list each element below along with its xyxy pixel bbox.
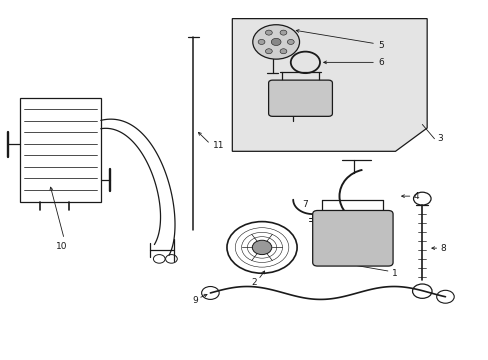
Text: 11: 11 — [212, 141, 224, 150]
Text: 6: 6 — [378, 58, 384, 67]
Circle shape — [258, 40, 264, 44]
FancyBboxPatch shape — [268, 80, 332, 116]
Text: 4: 4 — [413, 192, 419, 201]
Circle shape — [265, 30, 272, 35]
Circle shape — [271, 39, 281, 45]
Text: 5: 5 — [378, 41, 384, 50]
Text: 2: 2 — [251, 278, 257, 287]
Text: 7: 7 — [302, 200, 307, 209]
Circle shape — [265, 49, 272, 54]
Circle shape — [280, 30, 286, 35]
Text: 8: 8 — [440, 244, 446, 253]
Circle shape — [287, 40, 294, 44]
FancyBboxPatch shape — [312, 211, 392, 266]
Circle shape — [280, 49, 286, 54]
Text: 1: 1 — [391, 269, 397, 278]
Polygon shape — [232, 19, 427, 151]
Text: 10: 10 — [56, 242, 67, 251]
Text: 9: 9 — [192, 296, 197, 305]
Circle shape — [252, 25, 299, 59]
Circle shape — [252, 240, 271, 255]
Bar — [20, 98, 101, 202]
Text: 3: 3 — [436, 134, 442, 143]
